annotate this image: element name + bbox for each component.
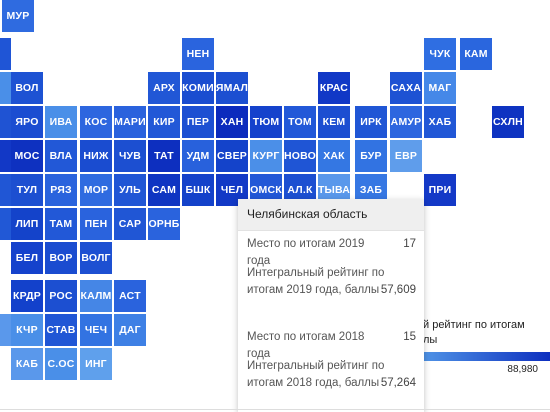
- tooltip-row-value: 57,609: [380, 284, 416, 296]
- region-tile[interactable]: МОР: [80, 174, 112, 206]
- region-tile[interactable]: С.ОС: [45, 348, 77, 380]
- region-tile[interactable]: КЕМ: [318, 106, 350, 138]
- region-tile[interactable]: СТАВ: [45, 314, 77, 346]
- region-tile[interactable]: ЧУК: [424, 38, 456, 70]
- region-tile[interactable]: САР: [114, 208, 146, 240]
- region-tile[interactable]: СХЛН: [492, 106, 524, 138]
- legend-max-value: 88,980: [507, 364, 538, 375]
- region-tile[interactable]: ЧЕЧ: [80, 314, 112, 346]
- region-tile[interactable]: ТЮМ: [250, 106, 282, 138]
- bottom-divider: [0, 409, 550, 410]
- legend-subtitle: лы: [423, 334, 438, 346]
- region-tile[interactable]: КОМИ: [182, 72, 214, 104]
- region-tile[interactable]: АРХ: [148, 72, 180, 104]
- region-tile[interactable]: МУР: [2, 0, 34, 32]
- tooltip-row-label: Место по итогам 2018 года: [247, 331, 365, 360]
- region-tile[interactable]: БЕЛ: [11, 242, 43, 274]
- legend-title: й рейтинг по итогам: [423, 319, 525, 331]
- region-tile[interactable]: БУР: [355, 140, 387, 172]
- region-tile[interactable]: [0, 174, 11, 206]
- region-tile[interactable]: РОС: [45, 280, 77, 312]
- region-tile[interactable]: [0, 72, 11, 104]
- region-tile[interactable]: НЕН: [182, 38, 214, 70]
- region-tile[interactable]: НОВО: [284, 140, 316, 172]
- region-tile[interactable]: КОС: [80, 106, 112, 138]
- region-tile[interactable]: КАМ: [460, 38, 492, 70]
- region-tile[interactable]: ЧУВ: [114, 140, 146, 172]
- region-tile[interactable]: БШК: [182, 174, 214, 206]
- region-tile[interactable]: КАЛМ: [80, 280, 112, 312]
- region-tile[interactable]: [0, 140, 11, 172]
- region-tile[interactable]: МАРИ: [114, 106, 146, 138]
- region-tile[interactable]: ЯМАЛ: [216, 72, 248, 104]
- region-tile[interactable]: КРАС: [318, 72, 350, 104]
- region-tile[interactable]: МОС: [11, 140, 43, 172]
- region-tile[interactable]: САХА: [390, 72, 422, 104]
- region-tile[interactable]: ДАГ: [114, 314, 146, 346]
- region-tooltip: Челябинская область Место по итогам 2019…: [238, 199, 424, 412]
- region-tile[interactable]: САМ: [148, 174, 180, 206]
- region-tile[interactable]: ВЛА: [45, 140, 77, 172]
- region-tile[interactable]: [0, 38, 11, 70]
- region-tile[interactable]: ТОМ: [284, 106, 316, 138]
- region-tile[interactable]: ПЕР: [182, 106, 214, 138]
- region-tile[interactable]: ВОР: [45, 242, 77, 274]
- region-tile[interactable]: ЯРО: [11, 106, 43, 138]
- legend-gradient-bar: [423, 352, 550, 361]
- region-tile[interactable]: [0, 314, 11, 346]
- region-tile[interactable]: ЛИП: [11, 208, 43, 240]
- region-tile[interactable]: МАГ: [424, 72, 456, 104]
- tooltip-row: Место по итогам 2019 года 17: [247, 236, 416, 267]
- region-tile[interactable]: ИНГ: [80, 348, 112, 380]
- region-tile[interactable]: ОРНБ: [148, 208, 180, 240]
- region-tile[interactable]: ВОЛ: [11, 72, 43, 104]
- region-tile[interactable]: ПЕН: [80, 208, 112, 240]
- region-tile[interactable]: ИРК: [355, 106, 387, 138]
- region-tile[interactable]: СВЕР: [216, 140, 248, 172]
- region-tile[interactable]: РЯЗ: [45, 174, 77, 206]
- region-tile[interactable]: КАБ: [11, 348, 43, 380]
- tooltip-row-label: Место по итогам 2019 года: [247, 238, 365, 267]
- region-tile[interactable]: КРДР: [11, 280, 43, 312]
- tooltip-row-value: 15: [403, 331, 416, 343]
- region-tile[interactable]: ХАБ: [424, 106, 456, 138]
- region-tile[interactable]: КУРГ: [250, 140, 282, 172]
- tooltip-row: Место по итогам 2018 года 15: [247, 329, 416, 360]
- tooltip-row: Интегральный рейтинг по итогам 2019 года…: [247, 265, 416, 317]
- region-tile[interactable]: ТУЛ: [11, 174, 43, 206]
- region-tile[interactable]: [0, 106, 11, 138]
- region-tile[interactable]: АСТ: [114, 280, 146, 312]
- tooltip-row-value: 17: [403, 238, 416, 250]
- tooltip-row-label: Интегральный рейтинг по итогам 2018 года…: [247, 360, 385, 389]
- tooltip-region-name: Челябинская область: [238, 199, 424, 231]
- region-tile[interactable]: ХАК: [318, 140, 350, 172]
- region-tile[interactable]: АМУР: [390, 106, 422, 138]
- region-tile[interactable]: НИЖ: [80, 140, 112, 172]
- tooltip-row-label: Интегральный рейтинг по итогам 2019 года…: [247, 267, 385, 296]
- region-tile[interactable]: ТАМ: [45, 208, 77, 240]
- color-legend: й рейтинг по итогам лы 88,980: [423, 314, 550, 375]
- region-tile[interactable]: УДМ: [182, 140, 214, 172]
- region-tile[interactable]: ХАН: [216, 106, 248, 138]
- tooltip-row-value: 57,264: [380, 377, 416, 389]
- region-tile[interactable]: [0, 208, 11, 240]
- tooltip-row: Интегральный рейтинг по итогам 2018 года…: [247, 358, 416, 410]
- region-tile[interactable]: ТАТ: [148, 140, 180, 172]
- region-tile[interactable]: ВОЛГ: [80, 242, 112, 274]
- region-tile[interactable]: ПРИ: [424, 174, 456, 206]
- region-tile[interactable]: ИВА: [45, 106, 77, 138]
- region-tile[interactable]: КИР: [148, 106, 180, 138]
- region-tile[interactable]: КЧР: [11, 314, 43, 346]
- region-tile[interactable]: ЕВР: [390, 140, 422, 172]
- region-tile[interactable]: УЛЬ: [114, 174, 146, 206]
